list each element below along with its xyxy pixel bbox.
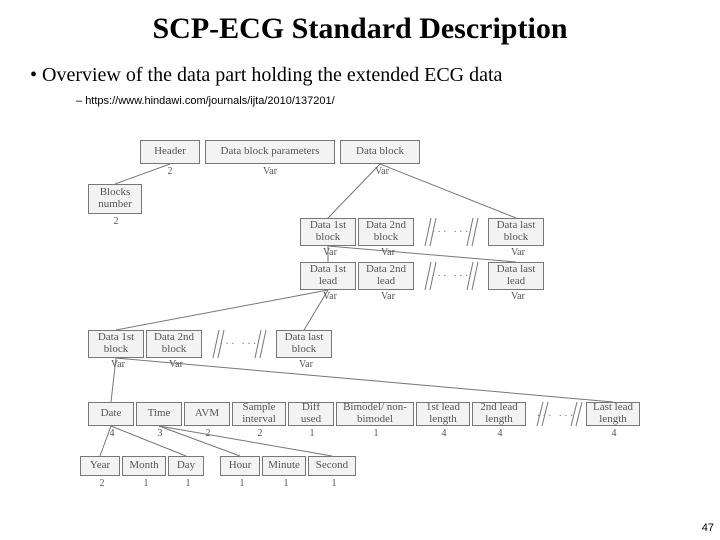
box-r4_ld1: Data 1st lead xyxy=(300,262,356,290)
dots-d_r5: ··· ··· xyxy=(206,336,272,352)
label-l_r5_db2: Var xyxy=(164,359,188,370)
diagram: HeaderData block parametersData block Blo… xyxy=(80,140,660,510)
dots-d_r3: ··· ··· xyxy=(418,224,484,240)
box-r7_minute: Minute xyxy=(262,456,306,476)
page-title: SCP-ECG Standard Description xyxy=(0,0,720,46)
box-r6_time: Time xyxy=(136,402,182,426)
box-r7_second: Second xyxy=(308,456,356,476)
box-r7_year: Year xyxy=(80,456,120,476)
box-r6_ll2: 2nd lead length xyxy=(472,402,526,426)
label-l_r5_dbL: Var xyxy=(294,359,318,370)
box-r7_hour: Hour xyxy=(220,456,260,476)
box-r6_diff: Diff used xyxy=(288,402,334,426)
label-l_r6_ll1: 4 xyxy=(438,428,450,439)
box-r2_blocksnum: Blocks number xyxy=(88,184,142,214)
label-l_r6_diff: 1 xyxy=(306,428,318,439)
box-r6_llL: Last lead length xyxy=(586,402,640,426)
box-r1_header: Header xyxy=(140,140,200,164)
box-r6_avm: AVM xyxy=(184,402,230,426)
box-r5_db1: Data 1st block xyxy=(88,330,144,358)
label-l_r7_hour: 1 xyxy=(236,478,248,489)
label-l_r6_date: 4 xyxy=(106,428,118,439)
label-l_r1_block: Var xyxy=(370,166,394,177)
label-l_r6_time: 3 xyxy=(154,428,166,439)
dots-d_r6: ··· ··· xyxy=(530,408,582,424)
label-l_r4_ldL: Var xyxy=(506,291,530,302)
label-l_r6_sample: 2 xyxy=(254,428,266,439)
box-r1_block: Data block xyxy=(340,140,420,164)
box-r4_ld2: Data 2nd lead xyxy=(358,262,414,290)
box-r1_params: Data block parameters xyxy=(205,140,335,164)
label-l_r6_avm: 2 xyxy=(202,428,214,439)
label-l_r7_minute: 1 xyxy=(280,478,292,489)
label-l_r6_llL: 4 xyxy=(608,428,620,439)
label-l_r7_day: 1 xyxy=(182,478,194,489)
box-r4_ldL: Data last lead xyxy=(488,262,544,290)
label-l_r3_dbL: Var xyxy=(506,247,530,258)
box-r7_day: Day xyxy=(168,456,204,476)
label-l_r1_header: 2 xyxy=(164,166,176,177)
label-l_r7_year: 2 xyxy=(96,478,108,489)
box-r6_sample: Sample interval xyxy=(232,402,286,426)
dots-d_r4: ··· ··· xyxy=(418,268,484,284)
source-url: https://www.hindawi.com/journals/ijta/20… xyxy=(0,87,720,107)
diagram-lines xyxy=(80,140,660,510)
label-l_r2_blocks: 2 xyxy=(110,216,122,227)
label-l_r7_second: 1 xyxy=(328,478,340,489)
box-r5_dbL: Data last block xyxy=(276,330,332,358)
label-l_r6_ll2: 4 xyxy=(494,428,506,439)
label-l_r4_ld2: Var xyxy=(376,291,400,302)
label-l_r3_db1: Var xyxy=(318,247,342,258)
box-r3_db2: Data 2nd block xyxy=(358,218,414,246)
label-l_r5_db1: Var xyxy=(106,359,130,370)
label-l_r4_ld1: Var xyxy=(318,291,342,302)
box-r6_bimodel: Bimodel/ non-bimodel xyxy=(336,402,414,426)
box-r7_month: Month xyxy=(122,456,166,476)
box-r6_ll1: 1st lead length xyxy=(416,402,470,426)
label-l_r6_bimodel: 1 xyxy=(370,428,382,439)
box-r6_date: Date xyxy=(88,402,134,426)
page-number: 47 xyxy=(702,522,714,534)
overview-bullet: Overview of the data part holding the ex… xyxy=(0,46,720,87)
label-l_r1_params: Var xyxy=(258,166,282,177)
box-r3_db1: Data 1st block xyxy=(300,218,356,246)
box-r5_db2: Data 2nd block xyxy=(146,330,202,358)
label-l_r7_month: 1 xyxy=(140,478,152,489)
box-r3_dbL: Data last block xyxy=(488,218,544,246)
label-l_r3_db2: Var xyxy=(376,247,400,258)
